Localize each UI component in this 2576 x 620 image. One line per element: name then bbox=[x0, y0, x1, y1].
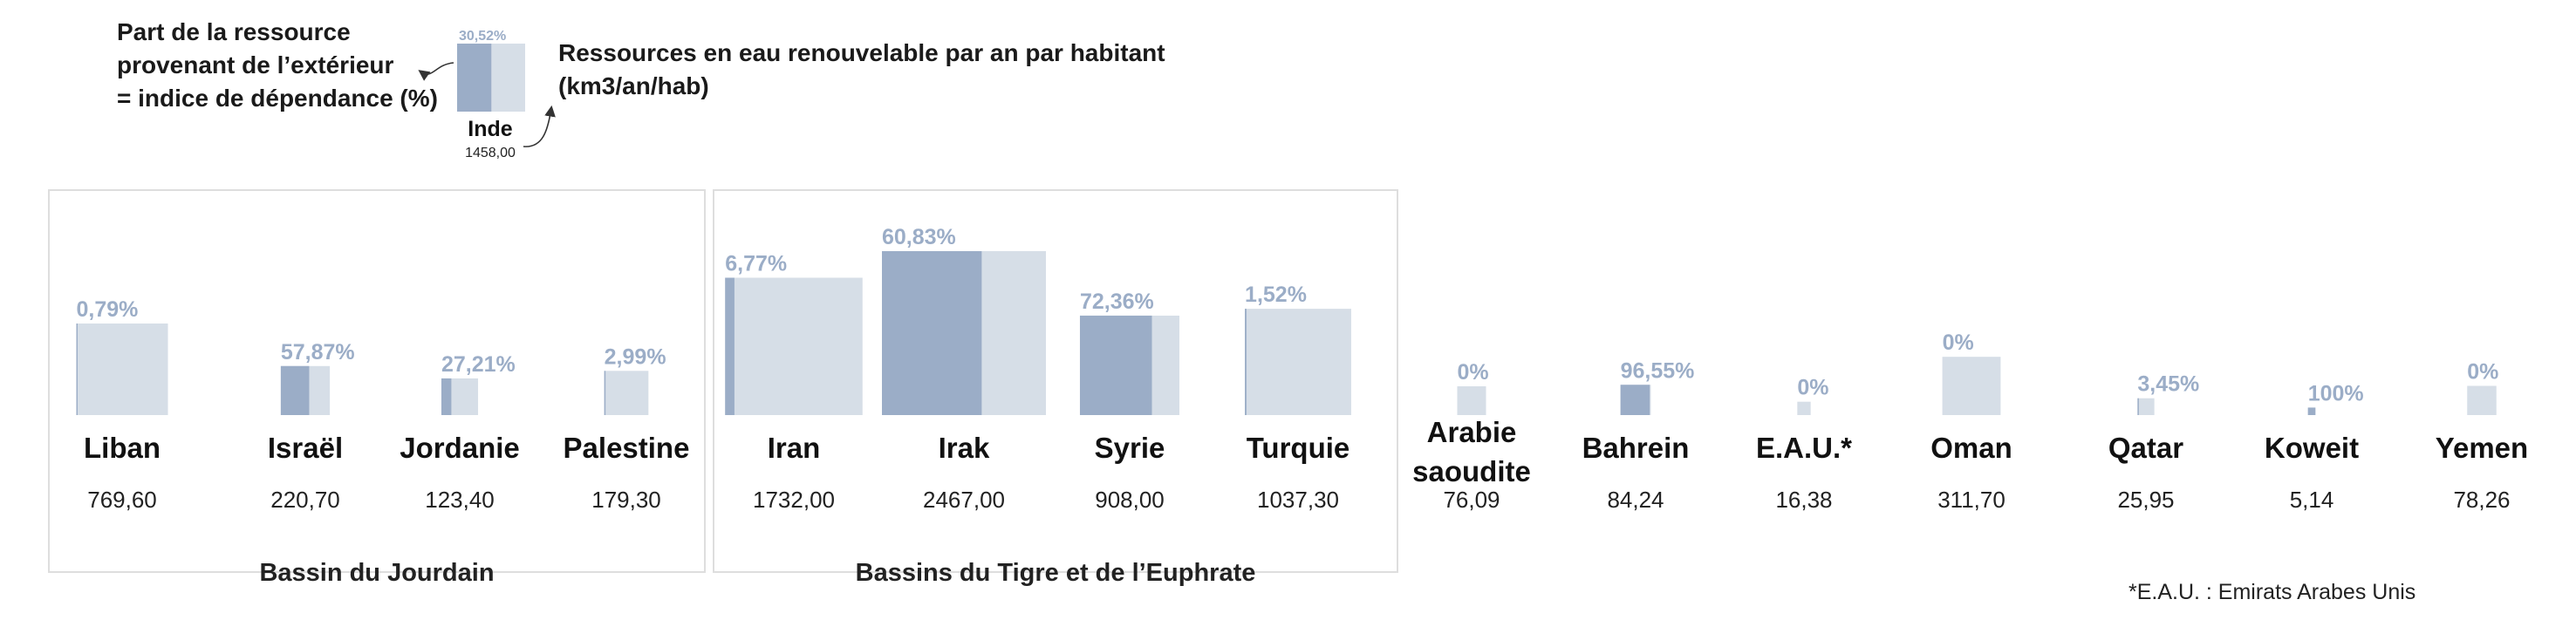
legend-arrow-left bbox=[418, 62, 454, 81]
pct-label: 0% bbox=[1943, 330, 1974, 355]
bar-total bbox=[2137, 398, 2155, 415]
value-label: 78,26 bbox=[2453, 487, 2510, 513]
bar-dependent bbox=[2137, 398, 2139, 415]
pct-label: 27,21% bbox=[441, 352, 516, 377]
country-name: Turquie bbox=[1247, 432, 1350, 464]
legend-country-name: Inde bbox=[468, 117, 512, 141]
basin-label: Bassins du Tigre et de l’Euphrate bbox=[856, 559, 1256, 587]
value-label: 1732,00 bbox=[753, 487, 835, 513]
legend-left-text: Part de la ressource provenant de l’exté… bbox=[117, 16, 438, 115]
pct-label: 3,45% bbox=[2137, 372, 2199, 397]
legend-value-label: 1458,00 bbox=[465, 146, 516, 160]
value-label: 311,70 bbox=[1937, 487, 2005, 513]
basin-label: Bassin du Jourdain bbox=[259, 559, 494, 587]
country-name: Bahrein bbox=[1582, 432, 1690, 464]
legend-left-line-1: Part de la ressource bbox=[117, 18, 351, 45]
country-name: Palestine bbox=[564, 432, 690, 464]
value-label: 16,38 bbox=[1775, 487, 1832, 513]
bar-dependent bbox=[725, 277, 735, 415]
bar-dependent bbox=[1620, 385, 1650, 415]
bar-dependent bbox=[76, 323, 78, 415]
country-name: Arabie bbox=[1427, 416, 1517, 448]
pct-label: 60,83% bbox=[882, 225, 956, 249]
value-label: 2467,00 bbox=[923, 487, 1005, 513]
legend-arrow-right bbox=[523, 105, 556, 147]
bar-dependent bbox=[882, 251, 982, 415]
pct-label: 57,87% bbox=[281, 340, 355, 365]
country-name: Oman bbox=[1930, 432, 2012, 464]
bar-total bbox=[725, 277, 863, 415]
bar-dependent bbox=[1079, 315, 1152, 415]
basin-frame bbox=[48, 189, 706, 573]
chart-marks: 0,79% Liban 769,60 57,87% Israël 220,70 27,21%… bbox=[76, 225, 2528, 513]
country-name: saoudite bbox=[1412, 455, 1531, 487]
bar-dependent bbox=[2307, 407, 2316, 415]
value-label: 220,70 bbox=[270, 487, 340, 513]
footnote: *E.A.U. : Emirats Arabes Unis bbox=[2128, 580, 2416, 604]
country-name: E.A.U.* bbox=[1756, 432, 1852, 464]
pct-label: 100% bbox=[2308, 381, 2364, 405]
bar-dependent bbox=[280, 365, 310, 415]
value-label: 5,14 bbox=[2290, 487, 2334, 513]
pct-label: 0% bbox=[1457, 360, 1488, 385]
pct-label: 0% bbox=[2467, 360, 2498, 385]
country-name: Israël bbox=[268, 432, 343, 464]
country-name: Iran bbox=[768, 432, 821, 464]
legend-example: 30,52% Inde 1458,00 bbox=[418, 29, 556, 160]
value-label: 1037,30 bbox=[1257, 487, 1339, 513]
country-name: Syrie bbox=[1095, 432, 1165, 464]
country-name: Koweit bbox=[2265, 432, 2359, 464]
bar-total bbox=[1245, 309, 1351, 415]
bar-dependent bbox=[604, 371, 606, 415]
legend-left-line-3: = indice de dépendance (%) bbox=[117, 85, 438, 112]
bar-dependent bbox=[1245, 309, 1247, 415]
country-name: Yemen bbox=[2436, 432, 2528, 464]
legend-right-text: Ressources en eau renouvelable par an pa… bbox=[558, 37, 1165, 103]
basin-frames: Bassin du Jourdain Bassins du Tigre et de… bbox=[48, 189, 1398, 587]
pct-label: 2,99% bbox=[605, 344, 666, 369]
legend-right-line-1: Ressources en eau renouvelable par an pa… bbox=[558, 39, 1165, 66]
bar-total bbox=[76, 323, 168, 415]
basin-frame bbox=[713, 189, 1398, 573]
legend-pct-label: 30,52% bbox=[459, 29, 506, 44]
country-name: Jordanie bbox=[400, 432, 520, 464]
value-label: 123,40 bbox=[425, 487, 495, 513]
bar-dependent bbox=[441, 378, 452, 415]
country-name: Irak bbox=[939, 432, 990, 464]
legend-left-line-2: provenant de l’extérieur bbox=[117, 51, 394, 78]
value-label: 76,09 bbox=[1443, 487, 1500, 513]
value-label: 179,30 bbox=[591, 487, 661, 513]
pct-label: 0% bbox=[1797, 376, 1828, 400]
country-name: Liban bbox=[84, 432, 161, 464]
legend-right-line-2: (km3/an/hab) bbox=[558, 72, 709, 99]
country-name: Qatar bbox=[2108, 432, 2183, 464]
pct-label: 96,55% bbox=[1621, 358, 1695, 383]
bar-total bbox=[1797, 401, 1811, 415]
bar-total bbox=[1942, 357, 2001, 415]
value-label: 84,24 bbox=[1607, 487, 1664, 513]
bar-total bbox=[1457, 385, 1486, 415]
pct-label: 1,52% bbox=[1245, 283, 1307, 307]
bar-total bbox=[2467, 385, 2497, 415]
pct-label: 6,77% bbox=[725, 251, 787, 276]
value-label: 908,00 bbox=[1095, 487, 1165, 513]
pct-label: 72,36% bbox=[1080, 290, 1154, 314]
bar-total bbox=[604, 371, 649, 415]
pct-label: 0,79% bbox=[76, 297, 138, 322]
legend-square-dependent bbox=[457, 44, 492, 112]
value-label: 769,60 bbox=[87, 487, 157, 513]
value-label: 25,95 bbox=[2117, 487, 2174, 513]
